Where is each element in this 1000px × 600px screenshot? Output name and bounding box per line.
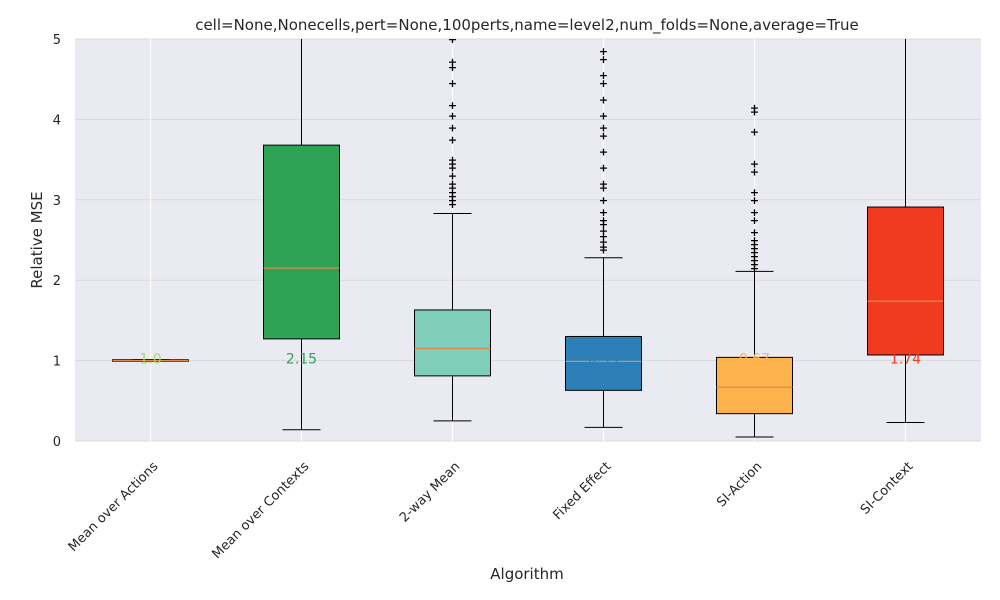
- outlier-marker: +: [599, 53, 608, 66]
- outlier-marker: +: [448, 154, 457, 167]
- y-tick-label: 4: [53, 113, 61, 128]
- box-3: +++++++++++++++++++++0.99: [565, 45, 642, 428]
- outlier-marker: +: [448, 198, 457, 211]
- outlier-marker: +: [750, 125, 759, 138]
- outlier-marker: +: [599, 121, 608, 134]
- iqr-box: [867, 206, 944, 356]
- y-tick-label: 0: [53, 435, 61, 450]
- outlier-marker: +: [599, 244, 608, 257]
- iqr-box: [263, 144, 340, 340]
- x-tick-labels: Mean over Actions Mean over Contexts 2-way…: [66, 459, 917, 562]
- outlier-marker: +: [448, 170, 457, 183]
- outlier-marker: +: [448, 190, 457, 203]
- plot-area: [75, 39, 981, 441]
- y-tick-label: 2: [53, 274, 61, 289]
- median-value-label: 2.15: [286, 352, 317, 368]
- iqr-box: [414, 309, 491, 377]
- outlier-marker: +: [750, 226, 759, 239]
- x-tick-label: Mean over Actions: [66, 459, 162, 555]
- outlier-marker: +: [599, 182, 608, 195]
- outlier-marker: +: [750, 206, 759, 219]
- outlier-marker: +: [599, 194, 608, 207]
- outlier-marker: +: [750, 254, 759, 267]
- outlier-marker: +: [599, 218, 608, 231]
- outlier-marker: +: [599, 69, 608, 82]
- y-tick-label: 5: [53, 33, 61, 48]
- outlier-marker: +: [448, 158, 457, 171]
- outlier-marker: +: [448, 186, 457, 199]
- outlier-marker: +: [750, 105, 759, 118]
- outlier-marker: +: [750, 158, 759, 171]
- outlier-marker: +: [599, 240, 608, 253]
- outlier-marker: +: [448, 162, 457, 175]
- outlier-marker: +: [750, 250, 759, 263]
- outlier-marker: +: [448, 56, 457, 69]
- outlier-marker: +: [750, 234, 759, 247]
- median-value-label: 0.67: [739, 352, 770, 368]
- outlier-marker: +: [750, 242, 759, 255]
- outlier-marker: +: [599, 162, 608, 175]
- outlier-marker: +: [448, 194, 457, 207]
- outlier-marker: +: [448, 178, 457, 191]
- outlier-marker: +: [599, 178, 608, 191]
- outlier-marker: +: [448, 61, 457, 74]
- x-tick-label: Mean over Contexts: [210, 459, 313, 562]
- y-tick-label: 1: [53, 355, 61, 370]
- outlier-marker: +: [750, 262, 759, 275]
- outlier-marker: +: [599, 45, 608, 58]
- outlier-marker: +: [750, 238, 759, 251]
- outlier-marker: +: [599, 206, 608, 219]
- outlier-marker: +: [448, 109, 457, 122]
- boxes-layer: 1.0 2.15++++++++++++++++++1.15+++++++++++…: [112, 33, 944, 438]
- box-1: 2.15: [263, 39, 340, 431]
- outlier-marker: +: [599, 214, 608, 227]
- box-2: ++++++++++++++++++1.15: [414, 33, 491, 422]
- box-0: 1.0: [112, 352, 189, 368]
- outlier-marker: +: [599, 93, 608, 106]
- outlier-marker: +: [448, 134, 457, 147]
- outlier-marker: +: [750, 258, 759, 271]
- outlier-marker: +: [750, 101, 759, 114]
- box-4: ++++++++++++++++++0.67: [716, 101, 793, 438]
- x-tick-label: SI-Action: [714, 459, 765, 510]
- median-value-label: 1.15: [437, 352, 468, 368]
- outlier-marker: +: [448, 77, 457, 90]
- outlier-marker: +: [599, 224, 608, 237]
- outlier-marker: +: [599, 109, 608, 122]
- outlier-marker: +: [750, 194, 759, 207]
- y-tick-label: 3: [53, 194, 61, 209]
- outlier-marker: +: [599, 129, 608, 142]
- outlier-marker: +: [750, 166, 759, 179]
- x-tick-label: 2-way Mean: [397, 459, 463, 525]
- outlier-marker: +: [448, 121, 457, 134]
- x-tick-label: Fixed Effect: [551, 459, 615, 523]
- box-5: 1.74: [867, 39, 944, 424]
- x-axis-label: Algorithm: [490, 565, 563, 583]
- y-tick-labels: 0 1 2 3 4 5: [53, 33, 61, 450]
- median-value-label: 1.0: [139, 352, 161, 368]
- iqr-box: [716, 356, 793, 415]
- outlier-marker: +: [599, 230, 608, 243]
- outlier-marker: +: [448, 182, 457, 195]
- outlier-marker: +: [448, 99, 457, 112]
- iqr-box: [565, 335, 642, 391]
- y-axis-label: Relative MSE: [28, 191, 46, 288]
- outlier-marker: +: [599, 77, 608, 90]
- outlier-marker: +: [599, 236, 608, 249]
- outlier-marker: +: [750, 246, 759, 259]
- outlier-marker: +: [750, 186, 759, 199]
- chart-title: cell=None,Nonecells,pert=None,100perts,n…: [195, 16, 859, 35]
- x-tick-label: SI-Context: [858, 459, 916, 517]
- outlier-marker: +: [750, 214, 759, 227]
- outlier-marker: +: [599, 146, 608, 159]
- outlier-marker: +: [448, 33, 457, 46]
- median-value-label: 1.74: [890, 352, 921, 368]
- median-value-label: 0.99: [588, 352, 619, 368]
